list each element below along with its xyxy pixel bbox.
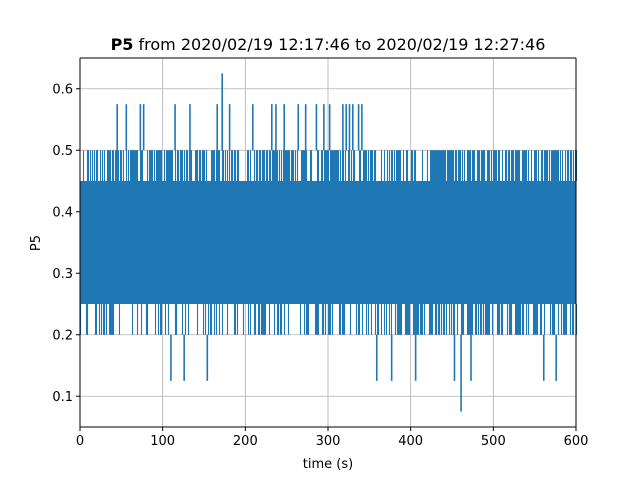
x-tick-label: 200 [233, 434, 258, 449]
data-series [79, 73, 578, 412]
x-axis-label: time (s) [303, 457, 353, 472]
x-tick-label: 0 [76, 434, 84, 449]
x-tick-label: 600 [564, 434, 589, 449]
chart-title-bold: P5 [111, 35, 134, 54]
x-tick-label: 300 [316, 434, 341, 449]
tick-marks: 0 100 200 300 400 500 600 0.1 0.2 0.3 0.4 0.5 0.6 [52, 82, 588, 449]
x-tick-label: 500 [481, 434, 506, 449]
y-tick-label: 0.4 [52, 205, 73, 220]
x-tick-label: 100 [150, 434, 175, 449]
y-tick-label: 0.6 [52, 82, 73, 97]
signal-band [80, 181, 576, 304]
y-axis-label: P5 [29, 235, 44, 251]
chart-title-rest: from 2020/02/19 12:17:46 to 2020/02/19 1… [133, 35, 545, 54]
y-tick-label: 0.5 [52, 144, 73, 159]
x-tick-label: 400 [398, 434, 423, 449]
y-tick-label: 0.3 [52, 267, 73, 282]
chart-title: P5 from 2020/02/19 12:17:46 to 2020/02/1… [111, 35, 546, 54]
y-tick-label: 0.1 [52, 390, 73, 405]
y-tick-label: 0.2 [52, 328, 73, 343]
